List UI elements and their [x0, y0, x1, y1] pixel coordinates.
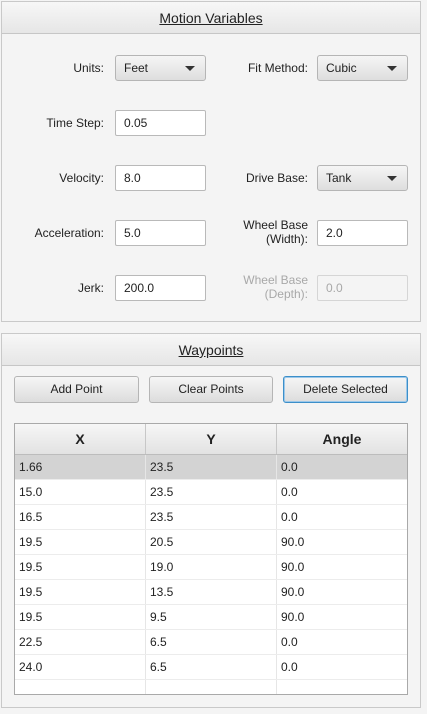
add-point-button[interactable]: Add Point	[14, 376, 139, 403]
cell-x[interactable]: 24.0	[15, 655, 146, 679]
cell-angle[interactable]: 0.0	[281, 485, 298, 499]
cell-angle[interactable]: 0.0	[281, 660, 298, 674]
waypoints-title: Waypoints	[178, 342, 244, 358]
wheel-base-depth-field[interactable]: 0.0	[317, 275, 408, 301]
chevron-down-icon	[185, 66, 195, 71]
empty-cell	[146, 680, 277, 694]
waypoints-header: Waypoints	[2, 334, 420, 366]
table-row[interactable]: 15.0 23.5 0.0	[15, 480, 407, 505]
wheel-base-depth-label-line2: (Depth):	[264, 287, 308, 301]
cell-angle[interactable]: 90.0	[281, 585, 305, 599]
empty-cell	[277, 680, 407, 694]
cell-angle[interactable]: 90.0	[281, 535, 305, 549]
units-combo[interactable]: Feet	[115, 55, 206, 81]
table-row[interactable]: 19.5 13.5 90.0	[15, 580, 407, 605]
cell-x[interactable]: 1.66	[15, 455, 146, 479]
empty-table-row	[15, 680, 407, 694]
jerk-field[interactable]: 200.0	[115, 275, 206, 301]
wheel-base-width-label-line2: (Width):	[266, 232, 308, 246]
wheel-base-depth-label: Wheel Base (Depth):	[220, 273, 308, 301]
table-body: 1.66 23.5 0.0 15.0 23.5 0.0 16.5 23.5 0.0 19.5 20.…	[15, 455, 407, 694]
wheel-base-depth-label-line1: Wheel Base	[243, 273, 308, 287]
delete-selected-button[interactable]: Delete Selected	[283, 376, 408, 403]
units-label: Units:	[73, 61, 104, 75]
cell-x[interactable]: 19.5	[15, 580, 146, 604]
cell-y[interactable]: 19.0	[146, 555, 277, 579]
acceleration-label: Acceleration:	[34, 226, 104, 240]
fit-method-label: Fit Method:	[247, 61, 308, 75]
cell-angle[interactable]: 90.0	[281, 560, 305, 574]
cell-y[interactable]: 23.5	[146, 505, 277, 529]
time-step-label: Time Step:	[46, 116, 104, 130]
time-step-field[interactable]: 0.05	[115, 110, 206, 136]
jerk-label: Jerk:	[77, 281, 104, 295]
cell-y[interactable]: 6.5	[146, 630, 277, 654]
cell-angle[interactable]: 0.0	[281, 460, 298, 474]
cell-y[interactable]: 23.5	[146, 480, 277, 504]
wheel-base-width-field[interactable]: 2.0	[317, 220, 408, 246]
cell-y[interactable]: 20.5	[146, 530, 277, 554]
table-header: X Y Angle	[15, 424, 407, 455]
motion-variables-title: Motion Variables	[159, 10, 263, 26]
velocity-field[interactable]: 8.0	[115, 165, 206, 191]
wheel-base-width-label: Wheel Base (Width):	[220, 218, 308, 246]
cell-angle[interactable]: 0.0	[281, 635, 298, 649]
cell-angle[interactable]: 90.0	[281, 610, 305, 624]
column-header-angle[interactable]: Angle	[322, 431, 362, 447]
clear-points-button[interactable]: Clear Points	[149, 376, 273, 403]
cell-angle[interactable]: 0.0	[281, 510, 298, 524]
cell-y[interactable]: 6.5	[146, 655, 277, 679]
drive-base-label: Drive Base:	[245, 171, 308, 185]
table-row[interactable]: 19.5 9.5 90.0	[15, 605, 407, 630]
column-header-y[interactable]: Y	[146, 424, 277, 454]
chevron-down-icon	[387, 66, 397, 71]
cell-x[interactable]: 15.0	[15, 480, 146, 504]
motion-variables-panel: Motion Variables	[1, 1, 421, 322]
waypoints-table[interactable]: X Y Angle 1.66 23.5 0.0 15.0 23.5 0.0 16.5 23.5…	[14, 423, 408, 695]
table-row[interactable]: 19.5 20.5 90.0	[15, 530, 407, 555]
wheel-base-width-label-line1: Wheel Base	[243, 218, 308, 232]
table-row[interactable]: 16.5 23.5 0.0	[15, 505, 407, 530]
acceleration-field[interactable]: 5.0	[115, 220, 206, 246]
fit-method-value: Cubic	[326, 61, 357, 75]
cell-x[interactable]: 19.5	[15, 605, 146, 629]
cell-x[interactable]: 19.5	[15, 530, 146, 554]
drive-base-value: Tank	[326, 171, 352, 185]
cell-y[interactable]: 9.5	[146, 605, 277, 629]
cell-y[interactable]: 13.5	[146, 580, 277, 604]
cell-x[interactable]: 16.5	[15, 505, 146, 529]
table-row[interactable]: 24.0 6.5 0.0	[15, 655, 407, 680]
table-row[interactable]: 1.66 23.5 0.0	[15, 455, 407, 480]
chevron-down-icon	[387, 176, 397, 181]
units-value: Feet	[124, 61, 149, 75]
cell-y[interactable]: 23.5	[146, 455, 277, 479]
motion-variables-header: Motion Variables	[2, 2, 420, 34]
table-row[interactable]: 22.5 6.5 0.0	[15, 630, 407, 655]
drive-base-combo[interactable]: Tank	[317, 165, 408, 191]
cell-x[interactable]: 19.5	[15, 555, 146, 579]
fit-method-combo[interactable]: Cubic	[317, 55, 408, 81]
velocity-label: Velocity:	[59, 171, 104, 185]
empty-cell	[15, 680, 146, 694]
cell-x[interactable]: 22.5	[15, 630, 146, 654]
column-header-x[interactable]: X	[15, 424, 146, 454]
table-row[interactable]: 19.5 19.0 90.0	[15, 555, 407, 580]
